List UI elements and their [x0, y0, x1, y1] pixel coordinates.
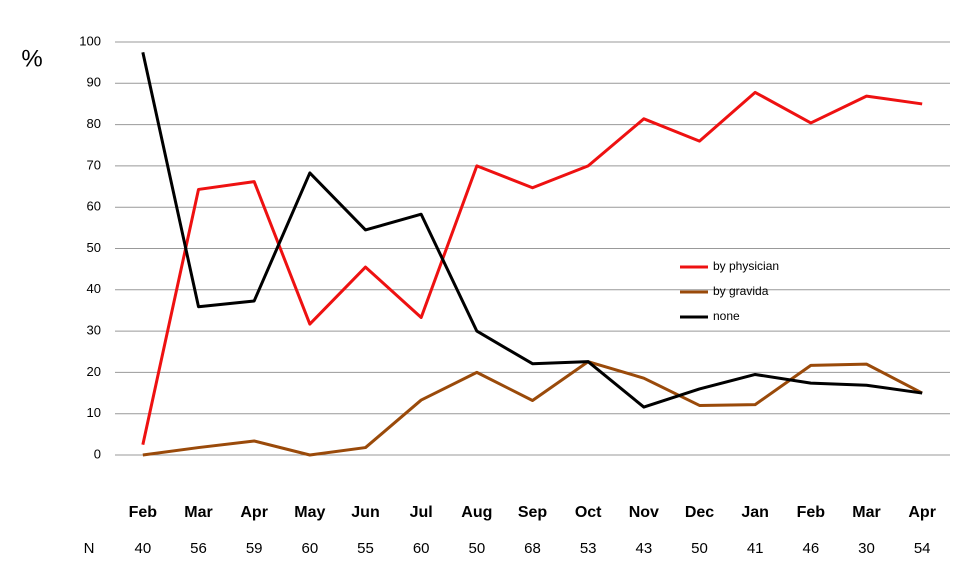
x-tick-label: May [294, 504, 325, 521]
x-tick-label: Oct [575, 504, 602, 521]
y-tick-label: 50 [87, 240, 101, 255]
y-tick-label: 40 [87, 281, 101, 296]
y-tick-label: 30 [87, 323, 101, 338]
x-tick-label: Feb [797, 504, 826, 521]
x-tick-label: Feb [129, 504, 158, 521]
y-tick-label: 20 [87, 364, 101, 379]
n-value: 60 [413, 540, 430, 557]
y-tick-label: 60 [87, 199, 101, 214]
y-tick-label: 80 [87, 116, 101, 131]
n-value: 55 [357, 540, 374, 557]
legend-label: by physician [713, 259, 779, 273]
n-value: 50 [468, 540, 485, 557]
x-tick-label: Apr [908, 504, 936, 521]
x-tick-label: Jul [410, 504, 433, 521]
y-tick-label: 100 [79, 33, 101, 48]
n-value: 68 [524, 540, 541, 557]
n-value: 40 [134, 540, 151, 557]
x-tick-label: Mar [184, 504, 212, 521]
x-tick-label: Mar [852, 504, 880, 521]
n-label: N [84, 540, 95, 557]
n-value: 59 [246, 540, 263, 557]
x-tick-label: Sep [518, 504, 548, 521]
legend-label: none [713, 309, 740, 323]
series-line [142, 360, 923, 457]
n-value: 43 [635, 540, 652, 557]
n-value: 30 [858, 540, 875, 557]
x-tick-label: Jan [741, 504, 769, 521]
x-tick-label: Aug [461, 504, 492, 521]
y-axis-label: % [21, 45, 42, 72]
n-value: 41 [747, 540, 764, 557]
x-tick-label: Apr [240, 504, 268, 521]
n-value: 54 [914, 540, 931, 557]
x-tick-label: Nov [629, 504, 659, 521]
series-line [141, 52, 923, 409]
x-tick-label: Jun [351, 504, 379, 521]
n-value: 56 [190, 540, 207, 557]
y-tick-label: 10 [87, 405, 101, 420]
x-tick-label: Dec [685, 504, 714, 521]
n-value: 46 [802, 540, 819, 557]
n-value: 60 [301, 540, 318, 557]
legend-label: by gravida [713, 284, 769, 298]
y-tick-label: 0 [94, 446, 101, 461]
y-tick-label: 70 [87, 157, 101, 172]
y-tick-label: 90 [87, 75, 101, 90]
n-value: 53 [580, 540, 597, 557]
series-line [141, 90, 923, 445]
n-value: 50 [691, 540, 708, 557]
